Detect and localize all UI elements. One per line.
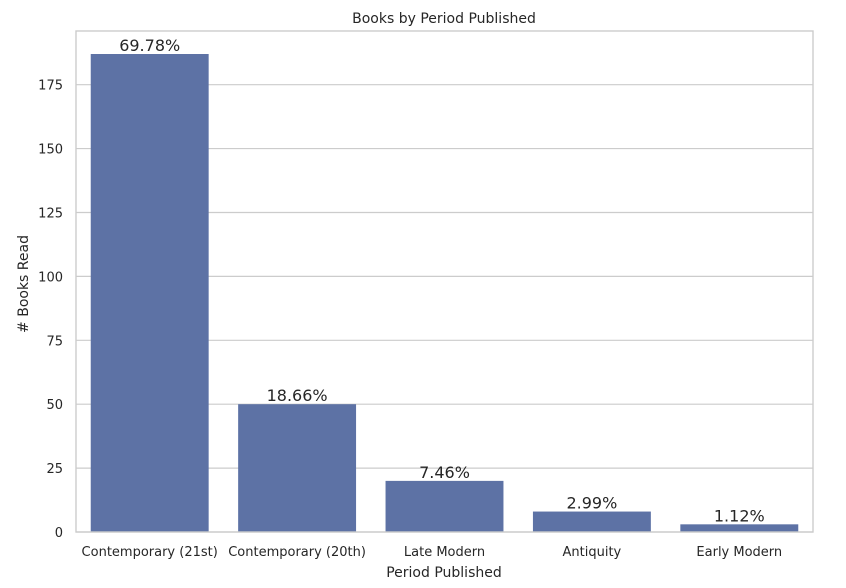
bar [680, 524, 799, 532]
x-tick-label: Late Modern [404, 545, 485, 560]
x-tick-label: Early Modern [696, 545, 782, 560]
y-tick-label: 75 [46, 334, 63, 349]
bar-value-label: 2.99% [566, 494, 617, 513]
bar-value-label: 69.78% [119, 36, 180, 55]
bar [385, 480, 504, 532]
bar [90, 54, 209, 533]
y-tick-label: 0 [55, 526, 63, 541]
y-tick-labels: 0 25 50 75 100 125 150 175 [38, 79, 63, 541]
y-tick-label: 50 [46, 398, 63, 413]
bar [532, 511, 651, 532]
y-axis-label: # Books Read [16, 235, 32, 333]
chart-title: Books by Period Published [352, 11, 536, 27]
x-tick-label: Contemporary (20th) [228, 545, 366, 560]
y-tick-label: 150 [38, 143, 63, 158]
y-tick-label: 100 [38, 270, 63, 285]
y-tick-label: 175 [38, 79, 63, 94]
bar [238, 404, 357, 532]
x-tick-labels: Contemporary (21st) Contemporary (20th) La… [82, 545, 783, 560]
x-axis-label: Period Published [386, 565, 502, 581]
x-tick-label: Antiquity [563, 545, 622, 560]
x-tick-label: Contemporary (21st) [82, 545, 218, 560]
bar-value-label: 1.12% [714, 506, 765, 525]
bar-value-label: 7.46% [419, 463, 470, 482]
bars [90, 54, 799, 533]
bar-value-labels: 69.78% 18.66% 7.46% 2.99% 1.12% [119, 36, 765, 525]
bar-value-label: 18.66% [267, 386, 328, 405]
y-tick-label: 125 [38, 206, 63, 221]
plot-frame [75, 30, 814, 533]
y-tick-label: 25 [46, 462, 63, 477]
